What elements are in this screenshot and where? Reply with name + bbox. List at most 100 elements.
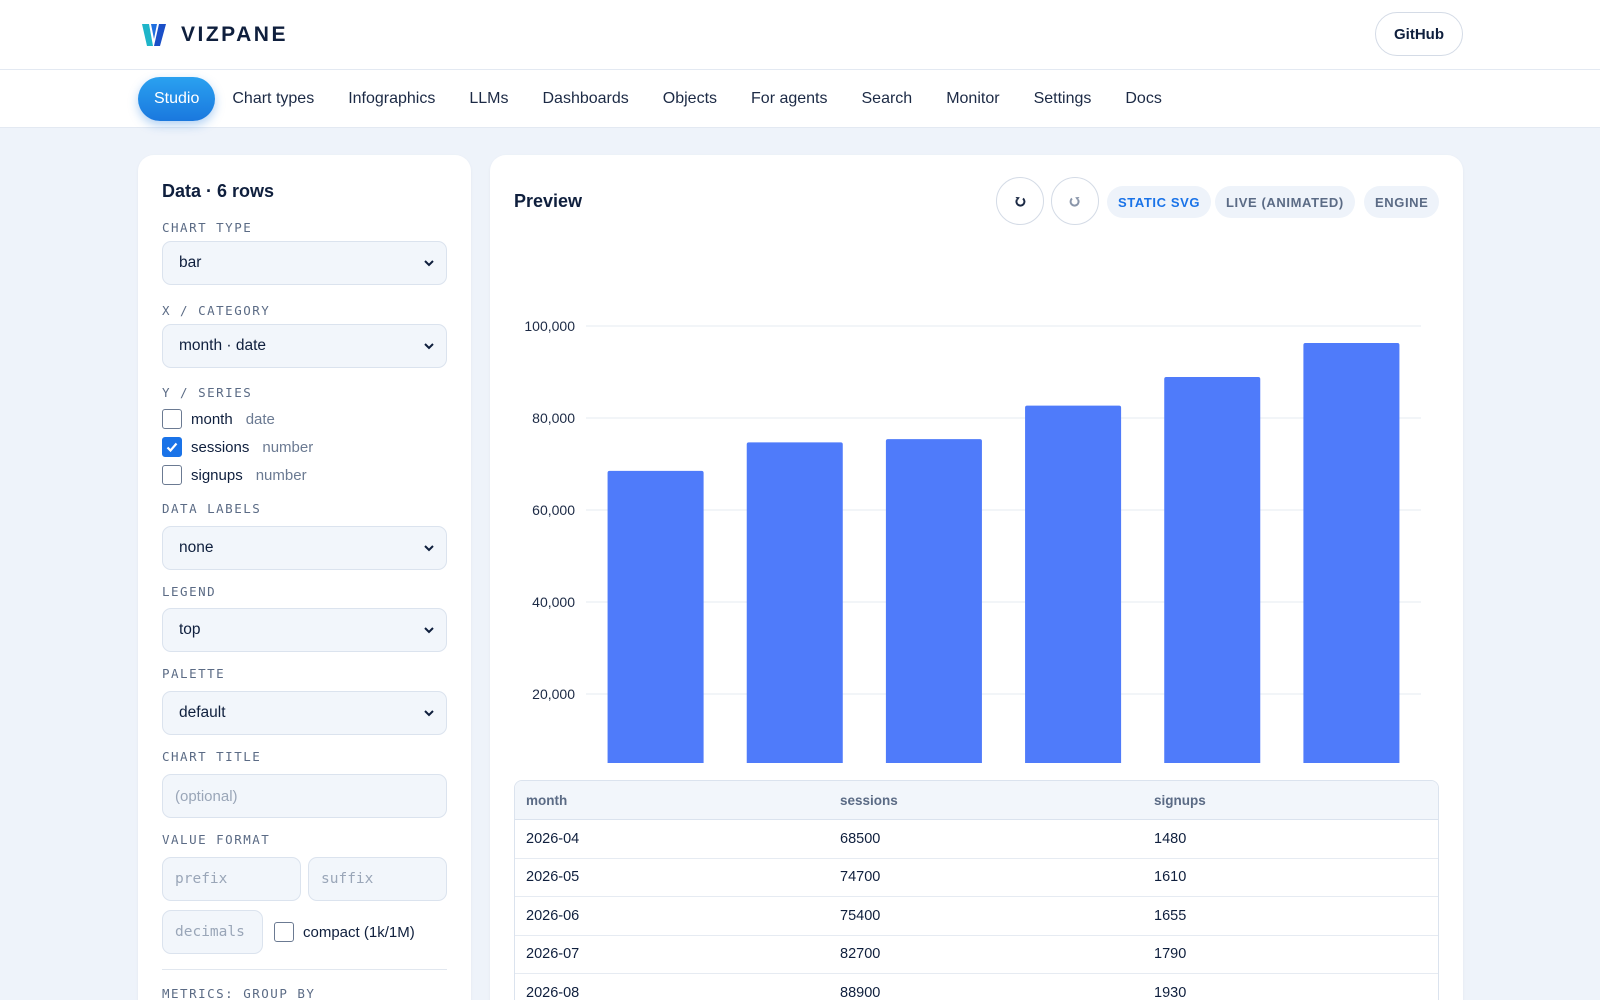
compact-option[interactable]: compact (1k/1M) xyxy=(274,921,415,943)
prefix-input[interactable]: prefix xyxy=(162,857,301,901)
series-option-month[interactable]: month date xyxy=(162,408,275,430)
decimals-input[interactable]: decimals xyxy=(162,910,263,954)
cell-sessions[interactable]: 74700 xyxy=(840,869,881,886)
legend-value: top xyxy=(179,621,201,638)
vizpane-logo-icon xyxy=(142,24,166,46)
palette-value: default xyxy=(179,704,226,721)
cell-signups[interactable]: 1610 xyxy=(1154,869,1187,886)
preview-panel: Preview STATIC SVG LIVE (ANIMATED) ENGIN… xyxy=(490,155,1463,1000)
data-labels-select[interactable]: none xyxy=(162,526,447,570)
table-row[interactable]: 2026-06 75400 1655 xyxy=(515,897,1438,936)
nav-llms[interactable]: LLMs xyxy=(469,90,509,107)
nav-infographics[interactable]: Infographics xyxy=(348,90,436,107)
nav-dashboards[interactable]: Dashboards xyxy=(542,90,629,107)
palette-label: PALETTE xyxy=(162,666,226,681)
table-row[interactable]: 2026-08 88900 1930 xyxy=(515,974,1438,1000)
series-name: sessions xyxy=(191,438,250,456)
table-row[interactable]: 2026-07 82700 1790 xyxy=(515,935,1438,974)
brand-name: VIZPANE xyxy=(181,23,288,46)
cell-signups[interactable]: 1930 xyxy=(1154,984,1187,1000)
mode-static-svg[interactable]: STATIC SVG xyxy=(1107,186,1212,218)
column-header-month[interactable]: month xyxy=(526,792,568,808)
cell-month[interactable]: 2026-05 xyxy=(526,869,580,886)
chart-title-input[interactable]: (optional) xyxy=(162,774,447,818)
bar-chart: 020,00040,00060,00080,000100,0002026-042… xyxy=(524,318,1421,763)
chevron-down-icon xyxy=(424,710,434,717)
table-row[interactable]: 2026-04 68500 1480 xyxy=(515,820,1438,859)
nav-monitor[interactable]: Monitor xyxy=(946,90,1000,107)
nav-docs[interactable]: Docs xyxy=(1125,90,1162,107)
cell-sessions[interactable]: 68500 xyxy=(840,830,881,847)
cell-sessions[interactable]: 82700 xyxy=(840,946,881,963)
series-option-signups[interactable]: signups number xyxy=(162,464,307,486)
metrics-group-by-label: METRICS: GROUP BY xyxy=(162,986,316,1000)
y-tick-label: 60,000 xyxy=(532,502,575,518)
value-format-label: VALUE FORMAT xyxy=(162,832,271,847)
section-divider xyxy=(162,969,447,970)
chart-type-label: CHART TYPE xyxy=(162,220,253,235)
series-checkbox-month[interactable] xyxy=(162,409,182,429)
github-button[interactable]: GitHub xyxy=(1375,12,1463,56)
chevron-down-icon xyxy=(424,260,434,267)
chevron-down-icon xyxy=(424,627,434,634)
series-checkbox-signups[interactable] xyxy=(162,465,182,485)
cell-signups[interactable]: 1655 xyxy=(1154,907,1187,924)
bar xyxy=(1303,343,1400,763)
column-header-signups[interactable]: signups xyxy=(1154,792,1206,808)
data-panel: Data · 6 rows CHART TYPE bar X / CATEGOR… xyxy=(138,155,471,1000)
checkmark-icon xyxy=(166,442,178,453)
main-nav: Studio Chart types Infographics LLMs Das… xyxy=(138,77,1179,121)
legend-label: LEGEND xyxy=(162,584,217,599)
compact-checkbox[interactable] xyxy=(274,922,294,942)
bar xyxy=(607,470,704,763)
palette-select[interactable]: default xyxy=(162,691,447,735)
series-option-sessions[interactable]: sessions number xyxy=(162,436,313,458)
bar xyxy=(746,442,843,763)
series-checkbox-sessions[interactable] xyxy=(162,437,182,457)
bar xyxy=(885,439,982,763)
y-tick-label: 80,000 xyxy=(532,410,575,426)
x-category-select[interactable]: month · date xyxy=(162,324,447,368)
y-tick-label: 100,000 xyxy=(524,318,575,334)
chart-type-select[interactable]: bar xyxy=(162,241,447,285)
cell-month[interactable]: 2026-04 xyxy=(526,830,580,847)
undo-button[interactable] xyxy=(996,177,1044,225)
data-labels-label: DATA LABELS xyxy=(162,501,262,516)
main-nav-bar: Studio Chart types Infographics LLMs Das… xyxy=(0,70,1600,128)
nav-settings[interactable]: Settings xyxy=(1033,90,1092,107)
y-tick-label: 40,000 xyxy=(532,594,575,610)
mode-engine[interactable]: ENGINE xyxy=(1364,186,1440,218)
nav-chart-types[interactable]: Chart types xyxy=(232,90,315,107)
chart-type-value: bar xyxy=(179,254,202,271)
suffix-input[interactable]: suffix xyxy=(308,857,447,901)
brand[interactable]: VIZPANE xyxy=(141,20,288,50)
nav-search[interactable]: Search xyxy=(861,90,913,107)
series-name: month xyxy=(191,410,233,428)
series-type: number xyxy=(262,438,314,456)
nav-for-agents[interactable]: For agents xyxy=(751,90,828,107)
data-labels-value: none xyxy=(179,539,214,556)
chart-title-label: CHART TITLE xyxy=(162,749,262,764)
cell-month[interactable]: 2026-06 xyxy=(526,907,580,924)
compact-label: compact (1k/1M) xyxy=(303,923,415,941)
cell-sessions[interactable]: 75400 xyxy=(840,907,881,924)
cell-month[interactable]: 2026-07 xyxy=(526,946,580,963)
y-series-label: Y / SERIES xyxy=(162,385,253,400)
cell-signups[interactable]: 1790 xyxy=(1154,946,1187,963)
mode-live-animated[interactable]: LIVE (ANIMATED) xyxy=(1215,186,1355,218)
nav-objects[interactable]: Objects xyxy=(662,90,718,107)
column-header-sessions[interactable]: sessions xyxy=(840,792,898,808)
cell-sessions[interactable]: 88900 xyxy=(840,984,881,1000)
cell-signups[interactable]: 1480 xyxy=(1154,830,1187,847)
undo-icon xyxy=(1015,197,1026,207)
table-row[interactable]: 2026-05 74700 1610 xyxy=(515,858,1438,897)
data-table: month sessions signups 2026-04 68500 148… xyxy=(514,780,1439,1000)
cell-month[interactable]: 2026-08 xyxy=(526,984,580,1000)
nav-studio[interactable]: Studio xyxy=(138,77,216,121)
legend-select[interactable]: top xyxy=(162,608,447,652)
series-type: date xyxy=(245,410,275,428)
x-category-value: month · date xyxy=(179,337,267,354)
bar xyxy=(1164,377,1261,763)
redo-button[interactable] xyxy=(1051,177,1099,225)
bar xyxy=(1025,405,1122,763)
